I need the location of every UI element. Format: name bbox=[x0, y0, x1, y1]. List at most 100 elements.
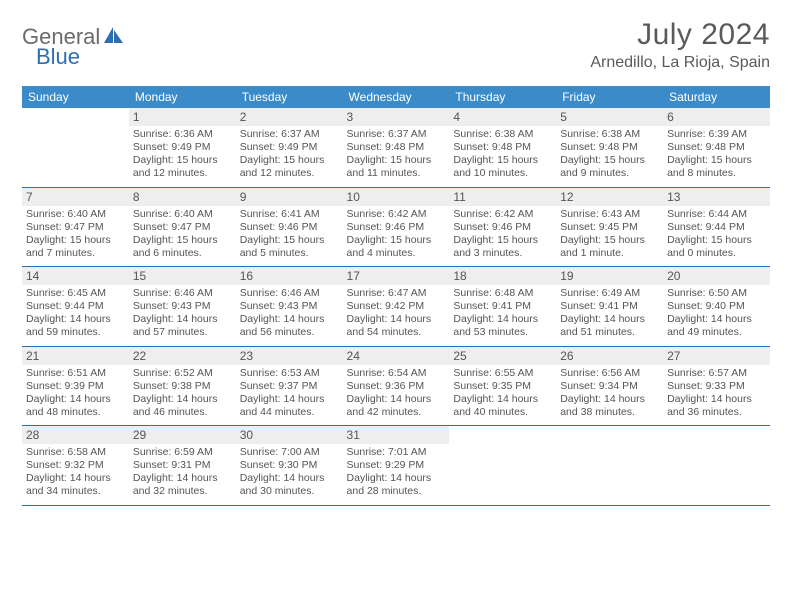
day-number: 12 bbox=[556, 188, 663, 206]
sunset-text: Sunset: 9:38 PM bbox=[133, 380, 232, 393]
daylight-text: and 38 minutes. bbox=[560, 406, 659, 419]
calendar-day-cell: 7Sunrise: 6:40 AMSunset: 9:47 PMDaylight… bbox=[22, 187, 129, 267]
logo-word-blue-wrap: Blue bbox=[38, 44, 80, 70]
weekday-header: Thursday bbox=[449, 86, 556, 108]
calendar-body: 1Sunrise: 6:36 AMSunset: 9:49 PMDaylight… bbox=[22, 108, 770, 505]
day-number: 28 bbox=[22, 426, 129, 444]
sunrise-text: Sunrise: 6:46 AM bbox=[133, 287, 232, 300]
daylight-text: Daylight: 14 hours bbox=[667, 313, 766, 326]
sunset-text: Sunset: 9:47 PM bbox=[26, 221, 125, 234]
calendar-day-cell: 27Sunrise: 6:57 AMSunset: 9:33 PMDayligh… bbox=[663, 346, 770, 426]
day-number: 11 bbox=[449, 188, 556, 206]
daylight-text: and 1 minute. bbox=[560, 247, 659, 260]
day-number: 26 bbox=[556, 347, 663, 365]
sunrise-text: Sunrise: 6:38 AM bbox=[453, 128, 552, 141]
calendar-week-row: 14Sunrise: 6:45 AMSunset: 9:44 PMDayligh… bbox=[22, 267, 770, 347]
sunrise-text: Sunrise: 6:44 AM bbox=[667, 208, 766, 221]
sunset-text: Sunset: 9:42 PM bbox=[347, 300, 446, 313]
daylight-text: Daylight: 15 hours bbox=[133, 234, 232, 247]
sunrise-text: Sunrise: 6:48 AM bbox=[453, 287, 552, 300]
sunset-text: Sunset: 9:46 PM bbox=[347, 221, 446, 234]
daylight-text: and 57 minutes. bbox=[133, 326, 232, 339]
sunrise-text: Sunrise: 6:39 AM bbox=[667, 128, 766, 141]
daylight-text: and 0 minutes. bbox=[667, 247, 766, 260]
sunset-text: Sunset: 9:34 PM bbox=[560, 380, 659, 393]
sunrise-text: Sunrise: 6:50 AM bbox=[667, 287, 766, 300]
day-number: 6 bbox=[663, 108, 770, 126]
daylight-text: Daylight: 14 hours bbox=[240, 393, 339, 406]
sunset-text: Sunset: 9:39 PM bbox=[26, 380, 125, 393]
calendar-day-cell: 23Sunrise: 6:53 AMSunset: 9:37 PMDayligh… bbox=[236, 346, 343, 426]
sunrise-text: Sunrise: 6:57 AM bbox=[667, 367, 766, 380]
sunset-text: Sunset: 9:35 PM bbox=[453, 380, 552, 393]
calendar-week-row: 7Sunrise: 6:40 AMSunset: 9:47 PMDaylight… bbox=[22, 187, 770, 267]
daylight-text: Daylight: 14 hours bbox=[133, 393, 232, 406]
calendar-day-cell: 30Sunrise: 7:00 AMSunset: 9:30 PMDayligh… bbox=[236, 426, 343, 506]
sunset-text: Sunset: 9:47 PM bbox=[133, 221, 232, 234]
calendar-header-row: SundayMondayTuesdayWednesdayThursdayFrid… bbox=[22, 86, 770, 108]
day-number: 21 bbox=[22, 347, 129, 365]
calendar-day-cell bbox=[556, 426, 663, 506]
sunrise-text: Sunrise: 6:36 AM bbox=[133, 128, 232, 141]
daylight-text: Daylight: 14 hours bbox=[133, 472, 232, 485]
sunrise-text: Sunrise: 6:42 AM bbox=[453, 208, 552, 221]
daylight-text: Daylight: 14 hours bbox=[240, 313, 339, 326]
calendar-day-cell: 13Sunrise: 6:44 AMSunset: 9:44 PMDayligh… bbox=[663, 187, 770, 267]
daylight-text: and 28 minutes. bbox=[347, 485, 446, 498]
sunrise-text: Sunrise: 6:49 AM bbox=[560, 287, 659, 300]
daylight-text: and 44 minutes. bbox=[240, 406, 339, 419]
calendar-day-cell: 15Sunrise: 6:46 AMSunset: 9:43 PMDayligh… bbox=[129, 267, 236, 347]
sunset-text: Sunset: 9:41 PM bbox=[453, 300, 552, 313]
day-number: 15 bbox=[129, 267, 236, 285]
daylight-text: and 3 minutes. bbox=[453, 247, 552, 260]
sunset-text: Sunset: 9:44 PM bbox=[26, 300, 125, 313]
day-number: 4 bbox=[449, 108, 556, 126]
day-number: 14 bbox=[22, 267, 129, 285]
title-block: July 2024 Arnedillo, La Rioja, Spain bbox=[590, 18, 770, 72]
weekday-header: Sunday bbox=[22, 86, 129, 108]
daylight-text: Daylight: 15 hours bbox=[26, 234, 125, 247]
sunrise-text: Sunrise: 6:46 AM bbox=[240, 287, 339, 300]
daylight-text: Daylight: 14 hours bbox=[560, 313, 659, 326]
calendar-day-cell: 26Sunrise: 6:56 AMSunset: 9:34 PMDayligh… bbox=[556, 346, 663, 426]
daylight-text: Daylight: 14 hours bbox=[453, 313, 552, 326]
sunset-text: Sunset: 9:43 PM bbox=[133, 300, 232, 313]
daylight-text: Daylight: 14 hours bbox=[26, 393, 125, 406]
daylight-text: and 12 minutes. bbox=[133, 167, 232, 180]
daylight-text: Daylight: 15 hours bbox=[560, 234, 659, 247]
calendar-day-cell: 18 Sunrise: 6:48 AMSunset: 9:41 PMDayligh… bbox=[449, 267, 556, 347]
calendar-day-cell: 6Sunrise: 6:39 AMSunset: 9:48 PMDaylight… bbox=[663, 108, 770, 187]
daylight-text: and 54 minutes. bbox=[347, 326, 446, 339]
sunrise-text: Sunrise: 6:37 AM bbox=[347, 128, 446, 141]
calendar-day-cell: 21Sunrise: 6:51 AMSunset: 9:39 PMDayligh… bbox=[22, 346, 129, 426]
sunset-text: Sunset: 9:32 PM bbox=[26, 459, 125, 472]
sunset-text: Sunset: 9:49 PM bbox=[240, 141, 339, 154]
day-number: 25 bbox=[449, 347, 556, 365]
sunrise-text: Sunrise: 6:52 AM bbox=[133, 367, 232, 380]
daylight-text: Daylight: 15 hours bbox=[347, 154, 446, 167]
sunset-text: Sunset: 9:48 PM bbox=[453, 141, 552, 154]
day-number: 18 bbox=[449, 267, 556, 285]
daylight-text: Daylight: 14 hours bbox=[240, 472, 339, 485]
calendar-day-cell: 20Sunrise: 6:50 AMSunset: 9:40 PMDayligh… bbox=[663, 267, 770, 347]
calendar-week-row: 28Sunrise: 6:58 AMSunset: 9:32 PMDayligh… bbox=[22, 426, 770, 506]
calendar-day-cell: 17Sunrise: 6:47 AMSunset: 9:42 PMDayligh… bbox=[343, 267, 450, 347]
calendar-day-cell: 8Sunrise: 6:40 AMSunset: 9:47 PMDaylight… bbox=[129, 187, 236, 267]
day-number: 3 bbox=[343, 108, 450, 126]
day-number: 7 bbox=[22, 188, 129, 206]
day-number: 24 bbox=[343, 347, 450, 365]
calendar-day-cell: 4Sunrise: 6:38 AMSunset: 9:48 PMDaylight… bbox=[449, 108, 556, 187]
sunrise-text: Sunrise: 6:43 AM bbox=[560, 208, 659, 221]
sunrise-text: Sunrise: 6:38 AM bbox=[560, 128, 659, 141]
calendar-day-cell: 14Sunrise: 6:45 AMSunset: 9:44 PMDayligh… bbox=[22, 267, 129, 347]
sunset-text: Sunset: 9:46 PM bbox=[453, 221, 552, 234]
daylight-text: and 32 minutes. bbox=[133, 485, 232, 498]
calendar-day-cell: 3Sunrise: 6:37 AMSunset: 9:48 PMDaylight… bbox=[343, 108, 450, 187]
daylight-text: and 9 minutes. bbox=[560, 167, 659, 180]
daylight-text: Daylight: 14 hours bbox=[347, 472, 446, 485]
calendar-day-cell: 29Sunrise: 6:59 AMSunset: 9:31 PMDayligh… bbox=[129, 426, 236, 506]
calendar-day-cell bbox=[663, 426, 770, 506]
daylight-text: and 40 minutes. bbox=[453, 406, 552, 419]
daylight-text: Daylight: 15 hours bbox=[347, 234, 446, 247]
daylight-text: Daylight: 14 hours bbox=[26, 472, 125, 485]
